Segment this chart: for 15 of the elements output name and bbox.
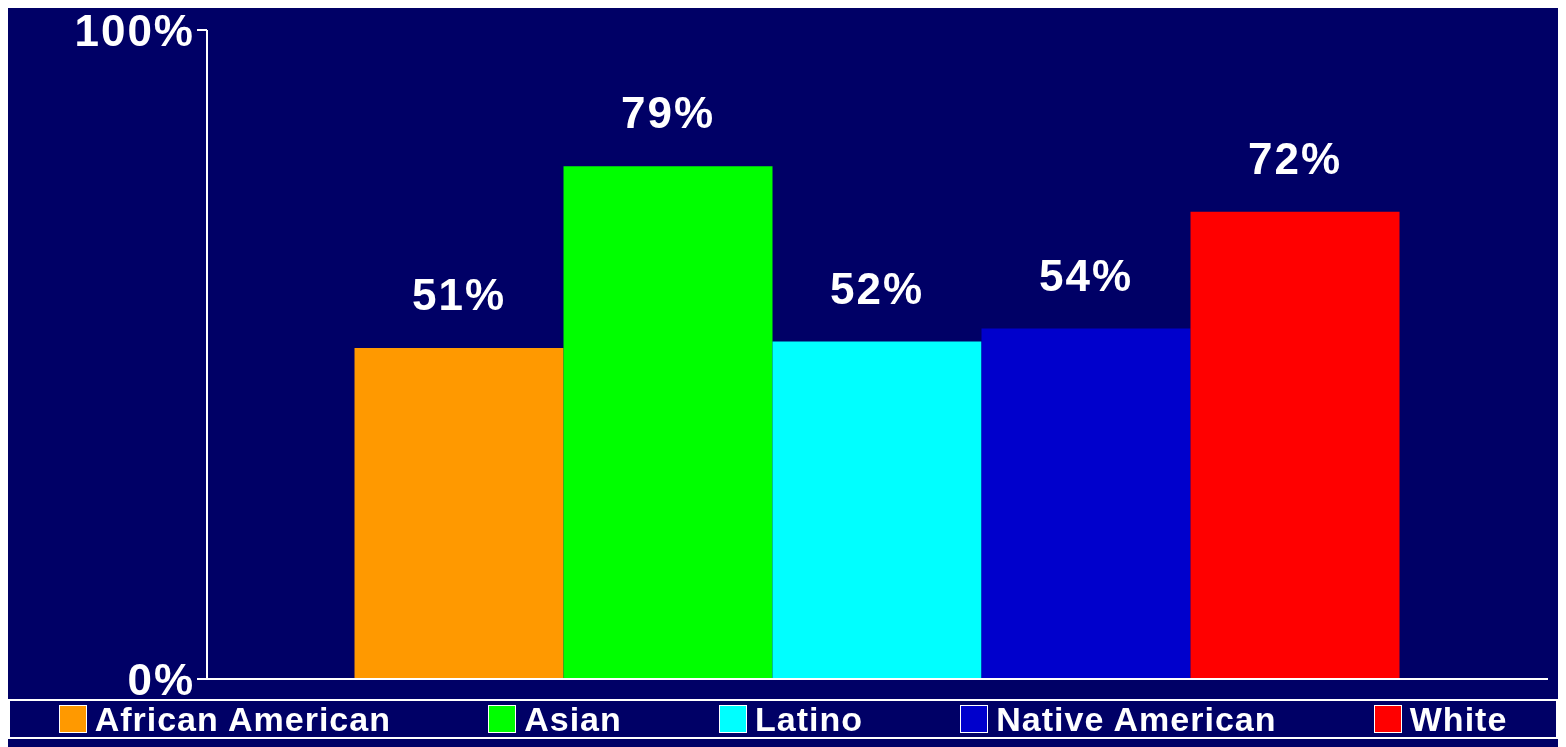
data-label: 52%: [829, 263, 925, 313]
y-tick-label: 100%: [74, 5, 195, 55]
legend-label: Asian: [523, 699, 622, 739]
data-label: 79%: [620, 88, 716, 138]
bar: [981, 328, 1191, 679]
data-label: 72%: [1247, 133, 1343, 183]
bar: [354, 348, 564, 679]
legend-label: Latino: [754, 699, 864, 739]
legend-label: White: [1408, 699, 1508, 739]
bar: [772, 341, 982, 679]
bar: [1190, 211, 1400, 679]
bar: [563, 166, 773, 679]
data-label: 51%: [411, 270, 507, 320]
data-label: 54%: [1038, 250, 1134, 300]
legend-label: Native American: [995, 699, 1277, 739]
